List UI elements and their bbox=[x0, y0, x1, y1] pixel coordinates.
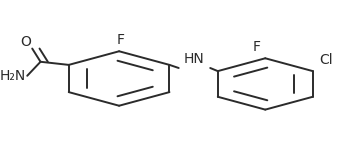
Text: Cl: Cl bbox=[319, 53, 333, 67]
Text: O: O bbox=[20, 35, 31, 49]
Text: F: F bbox=[253, 40, 261, 54]
Text: H₂N: H₂N bbox=[0, 69, 25, 83]
Text: HN: HN bbox=[183, 52, 204, 66]
Text: F: F bbox=[117, 33, 125, 47]
